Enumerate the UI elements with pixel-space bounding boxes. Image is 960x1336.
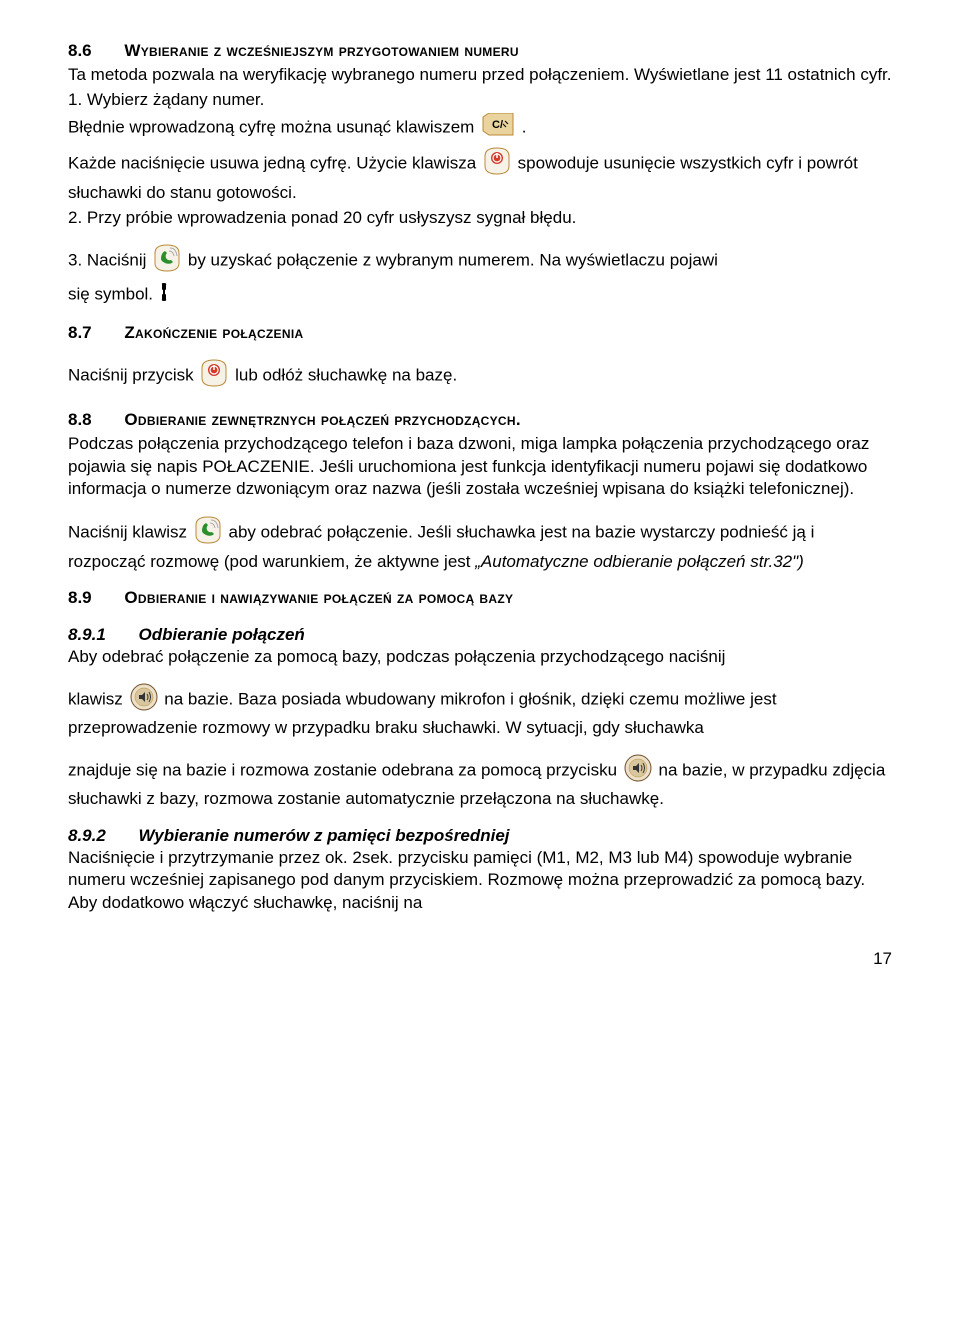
step-3-line1: 3. Naciśnij by uzyskać połączenie z wybr… (68, 243, 892, 279)
heading-num: 8.8 (68, 409, 92, 431)
s891-p2b: na bazie. Baza posiada wbudowany mikrofo… (68, 689, 777, 737)
step-3-line2: się symbol. (68, 282, 892, 308)
heading-title: Zakończenie połączenia (124, 323, 303, 342)
intro-text: Ta metoda pozwala na weryfikację wybrane… (68, 64, 892, 86)
step-1a: 1. Wybierz żądany numer. (68, 89, 892, 111)
speaker-round-icon (130, 683, 158, 717)
step-3b: by uzyskać połączenie z wybranym numerem… (188, 251, 718, 270)
call-key-icon (194, 515, 222, 551)
s88-p2a: Naciśnij klawisz (68, 522, 187, 541)
step-1b-post: . (522, 118, 527, 137)
s891-p2: klawisz na bazie. Baza posiada wbudowany… (68, 683, 892, 740)
heading-title: Wybieranie z wcześniejszym przygotowanie… (124, 41, 518, 60)
s87-b: lub odłóż słuchawkę na bazę. (235, 366, 457, 385)
s891-p2a: klawisz (68, 689, 128, 708)
clear-key-icon: C/ (481, 113, 515, 143)
step-3a: 3. Naciśnij (68, 251, 151, 270)
subheading-num: 8.9.2 (68, 825, 106, 847)
step-3c: się symbol. (68, 284, 158, 303)
step-1b-pre: Błędnie wprowadzoną cyfrę można usunąć k… (68, 118, 479, 137)
page-number: 17 (68, 948, 892, 970)
s87-a: Naciśnij przycisk (68, 366, 198, 385)
subheading-title: Wybieranie numerów z pamięci bezpośredni… (139, 826, 510, 845)
document-page: 8.6 Wybieranie z wcześniejszym przygotow… (0, 0, 960, 999)
svg-text:C/: C/ (492, 119, 503, 131)
heading-8-7: 8.7 Zakończenie połączenia (68, 322, 892, 344)
s891-p3: znajduje się na bazie i rozmowa zostanie… (68, 754, 892, 811)
s891-p3a: znajduje się na bazie i rozmowa zostanie… (68, 760, 622, 779)
s88-p1: Podczas połączenia przychodzącego telefo… (68, 433, 892, 500)
heading-num: 8.6 (68, 40, 92, 62)
s892-p1: Naciśnięcie i przytrzymanie przez ok. 2s… (68, 847, 892, 914)
handset-symbol-icon (160, 282, 170, 308)
heading-title: Odbieranie zewnętrznych połączeń przycho… (124, 410, 521, 429)
heading-title: Odbieranie i nawiązywanie połączeń za po… (124, 588, 513, 607)
step-2: 2. Przy próbie wprowadzenia ponad 20 cyf… (68, 207, 892, 229)
power-key-icon (483, 146, 511, 182)
heading-num: 8.9 (68, 587, 92, 609)
step-1b: Błędnie wprowadzoną cyfrę można usunąć k… (68, 113, 892, 143)
step-1c-a: Każde naciśnięcie usuwa jedną cyfrę. Uży… (68, 153, 481, 172)
step-1c: Każde naciśnięcie usuwa jedną cyfrę. Uży… (68, 146, 892, 205)
heading-8-6: 8.6 Wybieranie z wcześniejszym przygotow… (68, 40, 892, 62)
heading-8-9: 8.9 Odbieranie i nawiązywanie połączeń z… (68, 587, 892, 609)
s87-line: Naciśnij przycisk lub odłóż słuchawkę na… (68, 358, 892, 394)
s88-p2: Naciśnij klawisz aby odebrać połączenie.… (68, 515, 892, 574)
subheading-8-9-2: 8.9.2 Wybieranie numerów z pamięci bezpo… (68, 825, 892, 847)
subheading-title: Odbieranie połączeń (139, 625, 305, 644)
subheading-8-9-1: 8.9.1 Odbieranie połączeń (68, 624, 892, 646)
speaker-round-icon (624, 754, 652, 788)
heading-num: 8.7 (68, 322, 92, 344)
s891-p1: Aby odebrać połączenie za pomocą bazy, p… (68, 646, 892, 668)
call-key-icon (153, 243, 181, 279)
heading-8-8: 8.8 Odbieranie zewnętrznych połączeń prz… (68, 409, 892, 431)
power-key-icon (200, 358, 228, 394)
subheading-num: 8.9.1 (68, 624, 106, 646)
